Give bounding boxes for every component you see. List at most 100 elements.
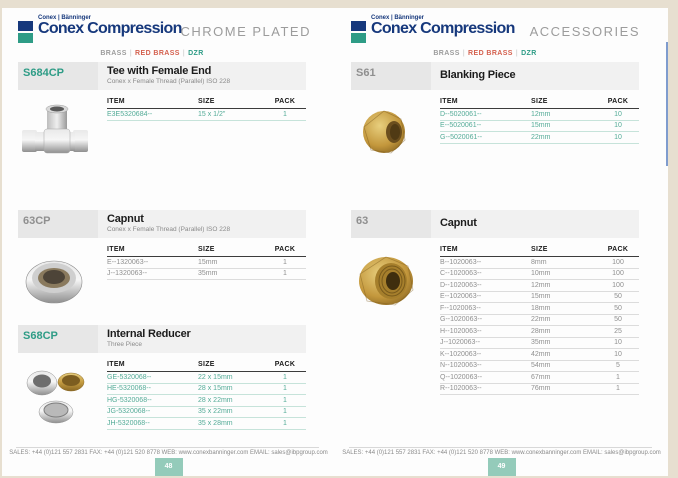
section-title: ACCESSORIES (529, 24, 640, 39)
pack-cell: 1 (283, 385, 287, 393)
size-cell: 22mm (531, 133, 551, 141)
pack-cell: 100 (612, 281, 624, 289)
table-row: H--1020063-- 28mm 25 (440, 326, 639, 338)
pack-cell: 100 (612, 270, 624, 278)
size-cell: 22 x 15mm (198, 373, 233, 381)
table-row: E--1020063-- 15mm 50 (440, 292, 639, 303)
table-row: G--1020063-- 22mm 50 (440, 315, 639, 326)
pack-cell: 1 (283, 258, 287, 266)
product-s61: S61 Blanking Piece ITEM (351, 62, 639, 154)
logo-block-teal (351, 33, 366, 43)
table-row: R--1020063-- 76mm 1 (440, 384, 639, 395)
pack-cell: 1 (616, 373, 620, 381)
brand-logo: Conex | Bänninger Conex Compression (18, 15, 182, 43)
column-header-pack: PACK (274, 98, 296, 105)
product-subtitle: Three Piece (107, 341, 143, 348)
product-code: 63 (351, 210, 431, 238)
brand-logo-blocks (18, 21, 33, 43)
pack-cell: 10 (614, 339, 622, 347)
item-cell: E--5020061-- (440, 122, 482, 130)
size-cell: 35mm (198, 270, 218, 278)
table-row: J--1020063-- 35mm 10 (440, 338, 639, 349)
catalog-spread: Conex | Bänninger Conex Compression CHRO… (2, 8, 678, 476)
product-header-band: S68CP Internal Reducer Three Piece (18, 325, 306, 353)
logo-block-teal (18, 33, 33, 43)
size-cell: 22mm (531, 316, 551, 324)
product-title: Blanking Piece (440, 69, 516, 81)
pack-cell: 1 (283, 408, 287, 416)
item-cell: E--1020063-- (440, 293, 482, 301)
size-cell: 15mm (531, 293, 551, 301)
pack-cell: 1 (616, 385, 620, 393)
size-cell: 67mm (531, 373, 551, 381)
size-cell: 35mm (531, 339, 551, 347)
item-cell: R--1020063-- (440, 385, 482, 393)
material-brass: BRASS (100, 50, 127, 57)
item-cell: HE-5320068-- (107, 385, 151, 393)
product-63: 63 Capnut (351, 210, 639, 395)
product-image-reducer-three-piece-rings (18, 353, 98, 430)
item-cell: H--1020063-- (440, 327, 482, 335)
table-row: E--5020061-- 15mm 10 (440, 121, 639, 132)
item-cell: G--5020061-- (440, 133, 483, 141)
size-cell: 15mm (198, 258, 218, 266)
column-header-item: ITEM (107, 98, 125, 105)
item-cell: JG-5320068-- (107, 408, 151, 416)
item-cell: HG-5320068-- (107, 396, 152, 404)
column-header-item: ITEM (107, 361, 125, 368)
pack-cell: 50 (614, 316, 622, 324)
footer-contact-line: SALES: +44 (0)121 557 2831 FAX: +44 (0)1… (9, 450, 328, 456)
product-image-chrome-tee-fitting (18, 90, 98, 154)
brand-name-main: Conex Compression (38, 20, 182, 37)
materials-separator: | (515, 50, 519, 57)
material-red-brass: RED BRASS (135, 50, 180, 57)
column-header-pack: PACK (274, 361, 296, 368)
size-cell: 76mm (531, 385, 551, 393)
table-row: J--1320063-- 35mm 1 (107, 269, 306, 280)
table-row: JH-5320068-- 35 x 28mm 1 (107, 418, 306, 430)
size-cell: 8mm (531, 258, 547, 266)
pack-cell: 1 (283, 373, 287, 381)
logo-block-navy (351, 21, 366, 31)
footer-divider (16, 447, 319, 448)
table-row: HE-5320068-- 28 x 15mm 1 (107, 384, 306, 395)
table-row: C--1020063-- 10mm 100 (440, 269, 639, 280)
item-cell: N--1020063-- (440, 362, 482, 370)
size-cell: 28 x 15mm (198, 385, 233, 393)
table-rows: B--1020063-- 8mm 100 C--1020063-- 10mm 100 D--… (440, 257, 639, 395)
table-rows: D--5020061-- 12mm 10 E--5020061-- 15mm 10 G--5… (440, 109, 639, 144)
brand-logo: Conex | Bänninger Conex Compression (351, 15, 515, 43)
brand-name-main: Conex Compression (371, 20, 515, 37)
page-chrome-plated: Conex | Bänninger Conex Compression CHRO… (2, 8, 335, 476)
size-cell: 35 x 28mm (198, 419, 233, 427)
pack-cell: 50 (614, 293, 622, 301)
column-header-size: SIZE (198, 246, 215, 253)
item-cell: F--1020063-- (440, 304, 481, 312)
table-rows: E--1320063-- 15mm 1 J--1320063-- 35mm 1 (107, 257, 306, 280)
pack-cell: 10 (614, 350, 622, 358)
product-title: Internal Reducer (107, 328, 191, 340)
pack-cell: 1 (283, 270, 287, 278)
product-code: S684CP (18, 62, 98, 90)
footer-contact-line: SALES: +44 (0)121 557 2831 FAX: +44 (0)1… (342, 450, 661, 456)
product-code: S61 (351, 62, 431, 90)
pack-cell: 5 (616, 362, 620, 370)
product-header-band: 63 Capnut (351, 210, 639, 238)
material-brass: BRASS (433, 50, 460, 57)
size-cell: 54mm (531, 362, 551, 370)
size-cell: 28 x 22mm (198, 396, 233, 404)
materials-separator: | (182, 50, 186, 57)
page-number-badge: 49 (487, 458, 516, 476)
pack-cell: 10 (614, 122, 622, 130)
materials-line: BRASS | RED BRASS | DZR (335, 50, 635, 57)
column-header-size: SIZE (531, 98, 548, 105)
table-header: ITEM SIZE PACK (107, 243, 306, 257)
item-cell: B--1020063-- (440, 258, 482, 266)
size-cell: 18mm (531, 304, 551, 312)
brand-name-small: Conex | Bänninger (38, 15, 92, 21)
product-subtitle: Conex x Female Thread (Parallel) ISO 228 (107, 226, 231, 233)
size-cell: 12mm (531, 281, 551, 289)
size-cell: 35 x 22mm (198, 408, 233, 416)
product-header-band: 63CP Capnut Conex x Female Thread (Paral… (18, 210, 306, 238)
table-rows: E3E5320684-- 15 x 1/2" 1 (107, 109, 306, 121)
